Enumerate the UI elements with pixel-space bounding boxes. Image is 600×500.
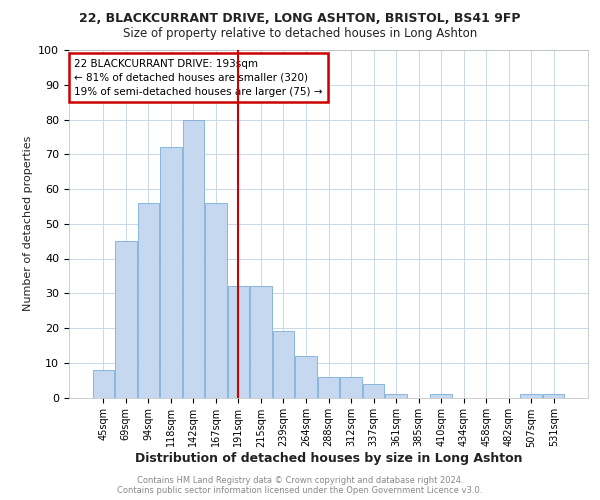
Bar: [160, 148, 182, 398]
Bar: [250, 286, 272, 398]
Bar: [318, 376, 339, 398]
Bar: [430, 394, 452, 398]
Bar: [92, 370, 114, 398]
Text: Contains HM Land Registry data © Crown copyright and database right 2024.: Contains HM Land Registry data © Crown c…: [137, 476, 463, 485]
Bar: [385, 394, 407, 398]
Bar: [363, 384, 384, 398]
Bar: [543, 394, 565, 398]
Text: 22, BLACKCURRANT DRIVE, LONG ASHTON, BRISTOL, BS41 9FP: 22, BLACKCURRANT DRIVE, LONG ASHTON, BRI…: [79, 12, 521, 26]
Y-axis label: Number of detached properties: Number of detached properties: [23, 136, 33, 312]
Text: 22 BLACKCURRANT DRIVE: 193sqm
← 81% of detached houses are smaller (320)
19% of : 22 BLACKCURRANT DRIVE: 193sqm ← 81% of d…: [74, 58, 323, 96]
Bar: [273, 332, 294, 398]
Bar: [228, 286, 249, 398]
Text: Size of property relative to detached houses in Long Ashton: Size of property relative to detached ho…: [123, 28, 477, 40]
Text: Contains public sector information licensed under the Open Government Licence v3: Contains public sector information licen…: [118, 486, 482, 495]
Bar: [137, 203, 159, 398]
Bar: [182, 120, 204, 398]
Bar: [205, 203, 227, 398]
X-axis label: Distribution of detached houses by size in Long Ashton: Distribution of detached houses by size …: [135, 452, 522, 465]
Bar: [520, 394, 542, 398]
Bar: [295, 356, 317, 398]
Bar: [340, 376, 362, 398]
Bar: [115, 241, 137, 398]
